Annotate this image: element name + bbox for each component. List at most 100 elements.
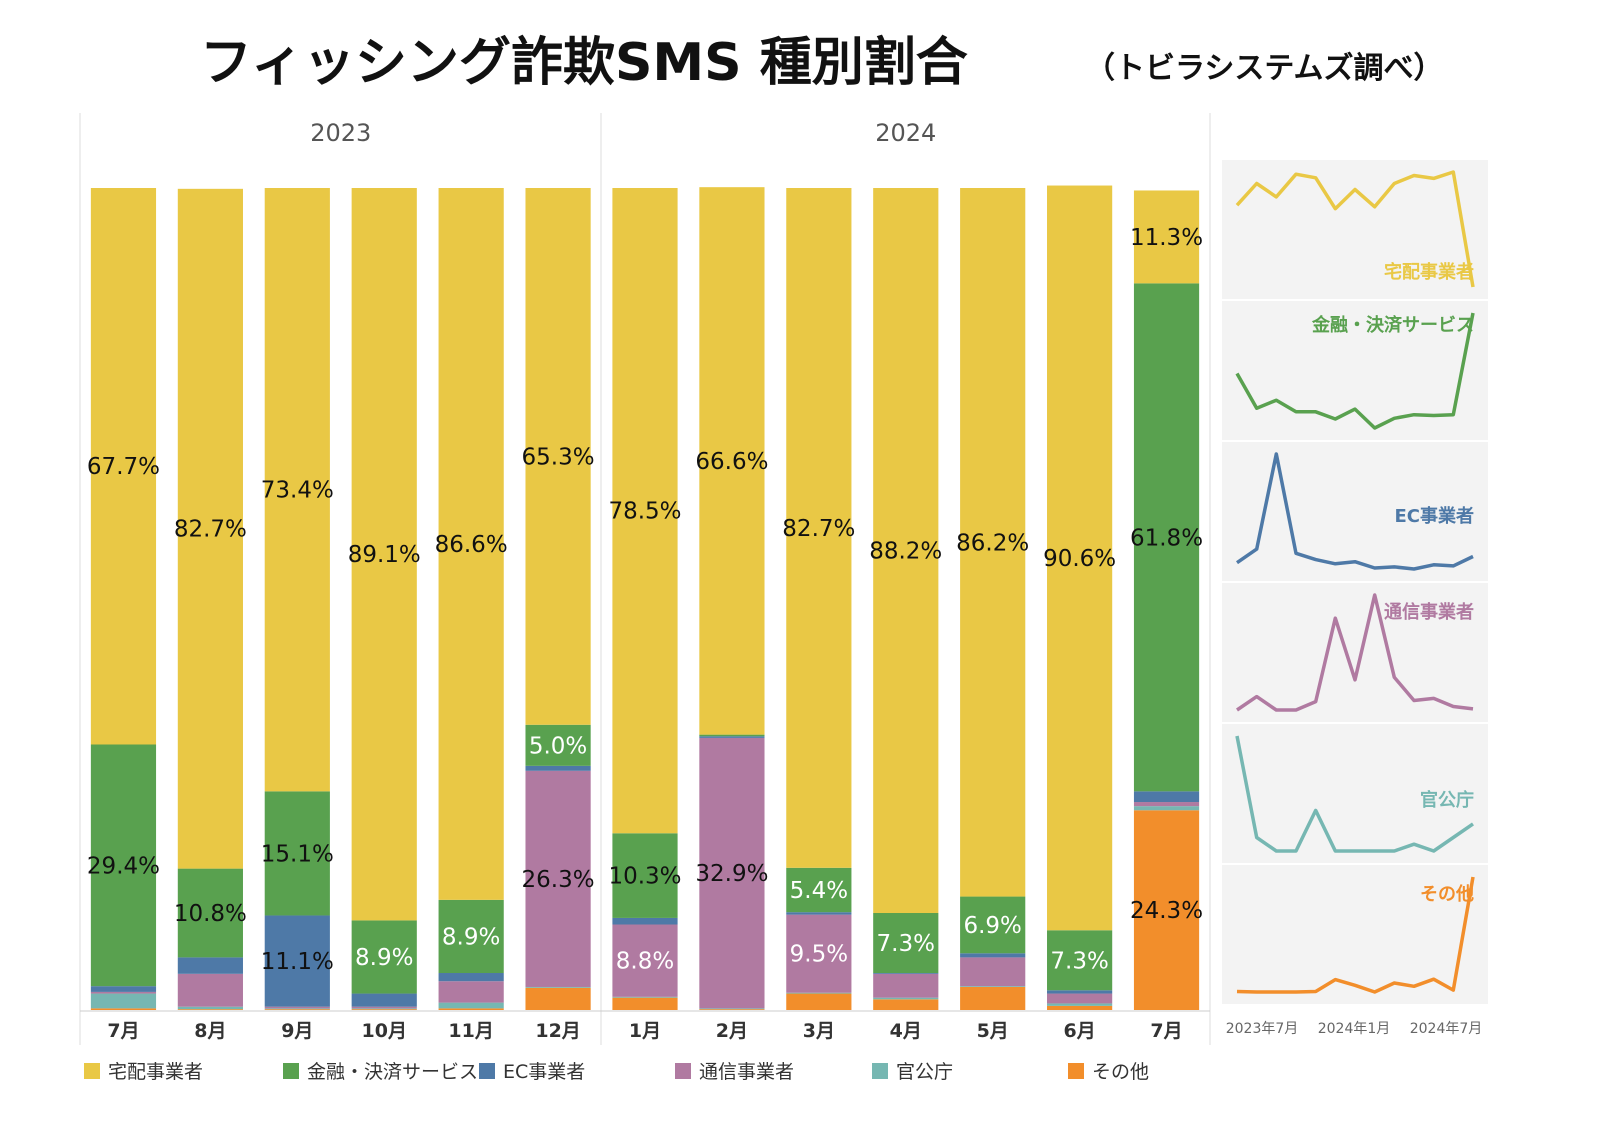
bar-segment-EC事業者-11 [1047, 990, 1113, 994]
bar-segment-金融・決済サービス-8 [786, 867, 852, 913]
legend-label-金融・決済サービス: 金融・決済サービス [307, 1061, 478, 1083]
bar-segment-通信事業者-1 [177, 973, 243, 1007]
bar-segment-官公庁-7 [699, 1008, 765, 1010]
sparkline-label-宅配事業者: 宅配事業者 [1384, 261, 1474, 283]
data-label-宅配事業者-8: 82.7% [782, 516, 855, 542]
legend-swatch-金融・決済サービス [283, 1063, 299, 1079]
data-label-金融・決済サービス-3: 8.9% [355, 945, 413, 971]
sparkline-label-EC事業者: EC事業者 [1394, 505, 1474, 527]
bar-segment-宅配事業者-9 [873, 188, 939, 914]
data-label-通信事業者-7: 32.9% [695, 861, 768, 887]
bar-segment-EC事業者-2 [264, 915, 330, 1007]
month-label-10: 5月 [977, 1020, 1009, 1042]
bar-segment-宅配事業者-8 [786, 188, 852, 868]
data-label-宅配事業者-10: 86.2% [956, 530, 1029, 556]
bar-segment-金融・決済サービス-9 [873, 913, 939, 974]
sparkline-axis-label-0: 2023年7月 [1226, 1021, 1299, 1037]
bar-segment-その他-9 [873, 999, 939, 1010]
legend-label-宅配事業者: 宅配事業者 [108, 1061, 203, 1083]
month-label-8: 3月 [803, 1020, 835, 1042]
data-label-宅配事業者-5: 65.3% [522, 444, 595, 470]
sparkline-label-その他: その他 [1420, 883, 1474, 905]
data-label-通信事業者-5: 26.3% [522, 867, 595, 893]
bar-segment-通信事業者-11 [1047, 993, 1113, 1004]
bar-segment-EC事業者-5 [525, 765, 591, 771]
bar-segment-金融・決済サービス-0 [90, 744, 157, 987]
month-label-4: 11月 [448, 1020, 493, 1042]
data-label-宅配事業者-12: 11.3% [1130, 225, 1203, 251]
sparkline-panel-官公庁 [1222, 724, 1488, 863]
data-label-金融・決済サービス-0: 29.4% [87, 853, 160, 879]
month-label-3: 10月 [362, 1020, 407, 1042]
data-label-金融・決済サービス-6: 10.3% [608, 864, 681, 890]
bar-segment-EC事業者-10 [960, 953, 1026, 958]
bar-segment-通信事業者-6 [612, 924, 678, 997]
bar-segment-宅配事業者-2 [264, 188, 330, 792]
legend-label-その他: その他 [1092, 1061, 1149, 1083]
bar-segment-金融・決済サービス-1 [177, 868, 243, 958]
bars-layer: 2023 2024 29.4% 67.7% 7月 10.8% 82.7% 8月 11.1% 15.… [79, 113, 1211, 1045]
bar-segment-通信事業者-0 [90, 991, 157, 994]
month-label-0: 7月 [107, 1020, 139, 1042]
data-label-金融・決済サービス-9: 7.3% [877, 931, 935, 957]
legend-swatch-宅配事業者 [84, 1063, 100, 1079]
bar-segment-その他-1 [177, 1009, 243, 1010]
sparkline-axis-label-1: 2024年1月 [1318, 1021, 1391, 1037]
bar-segment-金融・決済サービス-10 [960, 896, 1026, 954]
bar-segment-通信事業者-8 [786, 914, 852, 993]
data-label-宅配事業者-11: 90.6% [1043, 546, 1116, 572]
sparkline-label-官公庁: 官公庁 [1420, 789, 1474, 811]
data-label-宅配事業者-4: 86.6% [435, 532, 508, 558]
data-label-宅配事業者-7: 66.6% [695, 449, 768, 475]
bar-segment-その他-0 [90, 1008, 157, 1010]
data-label-宅配事業者-6: 78.5% [608, 499, 681, 525]
sparkline-官公庁 [1235, 735, 1474, 853]
bar-segment-その他-2 [264, 1009, 330, 1010]
bar-segment-宅配事業者-11 [1047, 185, 1113, 931]
legend-swatch-通信事業者 [675, 1063, 691, 1079]
sparkline-panel-EC事業者 [1222, 442, 1488, 581]
bar-segment-通信事業者-3 [351, 1006, 417, 1009]
bar-segment-官公庁-1 [177, 1006, 243, 1010]
data-label-金融・決済サービス-8: 5.4% [790, 878, 848, 904]
bar-segment-通信事業者-12 [1133, 802, 1200, 807]
bar-segment-その他-10 [960, 986, 1026, 1010]
bar-segment-宅配事業者-3 [351, 188, 417, 921]
legend-label-官公庁: 官公庁 [896, 1061, 953, 1083]
bar-segment-EC事業者-0 [90, 986, 157, 992]
legend-swatch-その他 [1068, 1063, 1084, 1079]
bar-segment-官公庁-3 [351, 1008, 417, 1010]
sparkline-axis-label-2: 2024年7月 [1410, 1021, 1483, 1037]
month-label-1: 8月 [194, 1020, 226, 1042]
bar-segment-官公庁-5 [525, 986, 591, 988]
bar-segment-官公庁-12 [1133, 806, 1200, 811]
month-label-7: 2月 [716, 1020, 748, 1042]
bar-segment-金融・決済サービス-4 [438, 899, 504, 974]
bar-segment-宅配事業者-6 [612, 188, 678, 834]
bar-segment-宅配事業者-10 [960, 188, 1026, 897]
sparkline-label-通信事業者: 通信事業者 [1384, 601, 1474, 623]
bar-segment-その他-7 [699, 1009, 765, 1010]
bar-segment-金融・決済サービス-2 [264, 791, 330, 916]
data-label-通信事業者-6: 8.8% [616, 949, 674, 975]
bar-segment-宅配事業者-4 [438, 188, 504, 900]
bar-segment-その他-12 [1133, 810, 1200, 1010]
data-label-金融・決済サービス-4: 8.9% [442, 924, 500, 950]
bar-segment-EC事業者-1 [177, 957, 243, 974]
bar-segment-宅配事業者-12 [1133, 190, 1200, 284]
month-label-9: 4月 [890, 1020, 922, 1042]
bar-segment-EC事業者-9 [873, 973, 939, 974]
bar-segment-通信事業者-5 [525, 770, 591, 987]
bar-segment-通信事業者-4 [438, 981, 504, 1003]
bar-segment-官公庁-2 [264, 1008, 330, 1010]
data-label-金融・決済サービス-1: 10.8% [174, 901, 247, 927]
sparkline-金融・決済サービス [1235, 312, 1475, 430]
sparkline-label-金融・決済サービス: 金融・決済サービス [1311, 314, 1474, 336]
legend: 宅配事業者 金融・決済サービス EC事業者 通信事業者 官公庁 その他 [84, 1061, 1149, 1083]
data-label-金融・決済サービス-2: 15.1% [261, 841, 334, 867]
bar-segment-官公庁-8 [786, 992, 852, 994]
bar-segment-宅配事業者-5 [525, 188, 591, 725]
legend-swatch-官公庁 [872, 1063, 888, 1079]
